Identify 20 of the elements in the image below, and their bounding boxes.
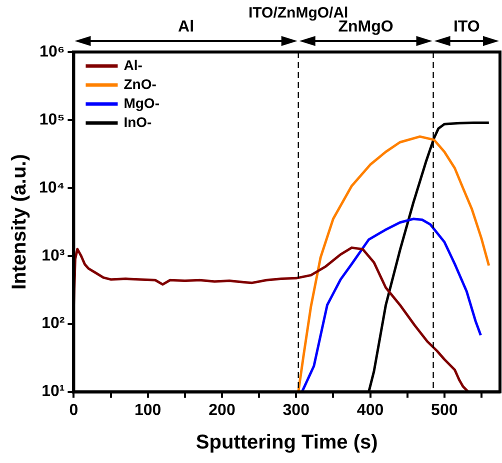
x-tick-label: 300 bbox=[282, 402, 310, 419]
text: ITO bbox=[453, 18, 480, 36]
x-tick-label: 400 bbox=[356, 402, 384, 419]
legend-label: MgO- bbox=[124, 94, 160, 111]
y-tick-label: 10¹ bbox=[42, 383, 65, 400]
x-axis-title: Sputtering Time (s) bbox=[196, 432, 378, 454]
y-tick-label: 10³ bbox=[42, 247, 65, 264]
legend-label: InO- bbox=[124, 114, 152, 130]
y-axis-title: Intensity (a.u.) bbox=[8, 154, 31, 290]
x-tick-label: 500 bbox=[431, 402, 458, 419]
y-tick-label: 10⁵ bbox=[39, 111, 65, 128]
legend-label: ZnO- bbox=[124, 76, 157, 92]
y-tick-label: 10⁶ bbox=[40, 43, 65, 60]
x-tick-label: 200 bbox=[208, 402, 236, 419]
x-tick-label: 0 bbox=[69, 402, 78, 419]
x-tick-label: 100 bbox=[134, 402, 162, 419]
y-tick-label: 10⁴ bbox=[38, 179, 65, 196]
y-tick-label: 10² bbox=[42, 315, 65, 332]
text: Al bbox=[178, 18, 194, 36]
legend-label: Al- bbox=[124, 56, 143, 73]
